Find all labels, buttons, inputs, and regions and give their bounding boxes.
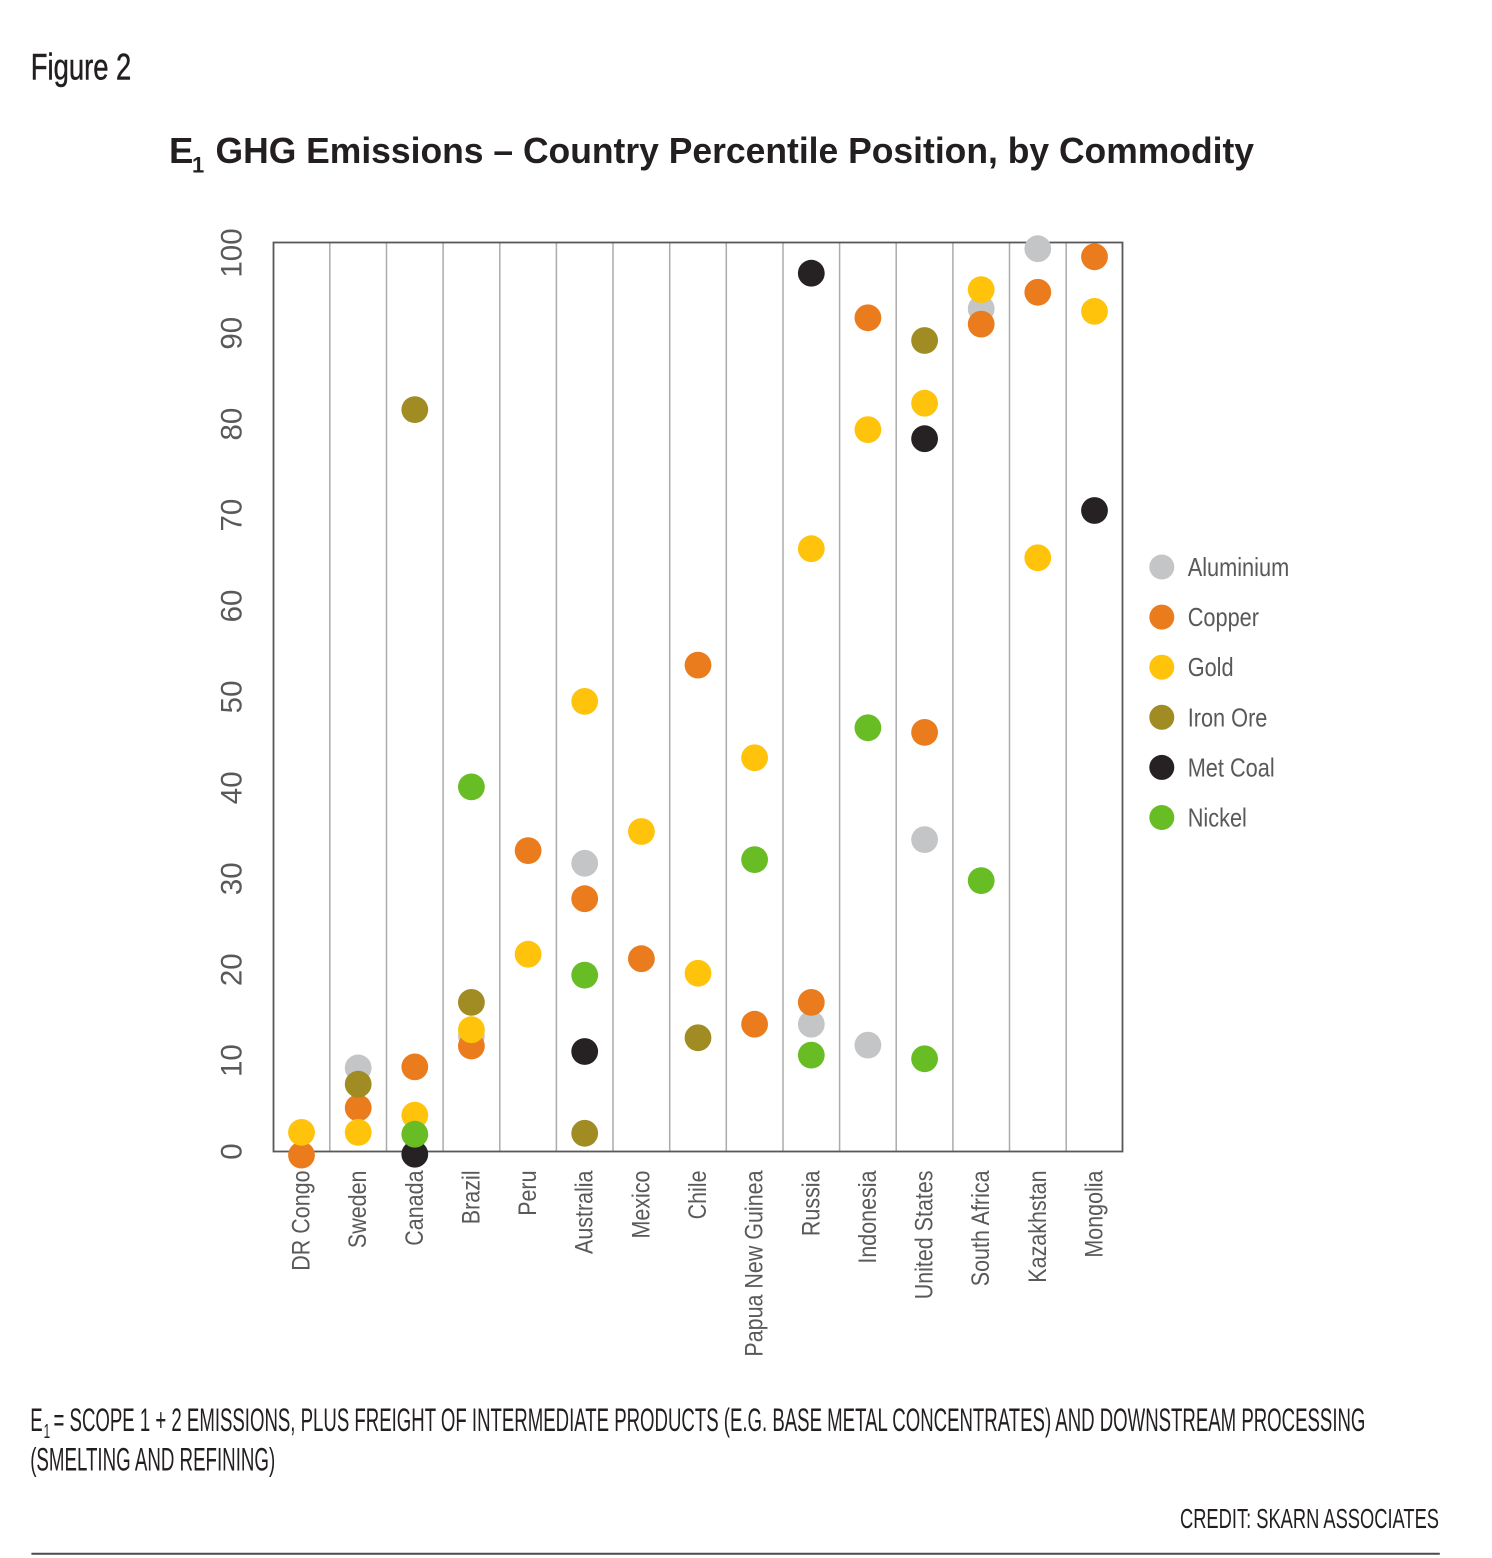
svg-text:Russia: Russia (797, 1170, 825, 1236)
svg-text:Chile: Chile (684, 1171, 712, 1220)
svg-text:Mongolia: Mongolia (1081, 1170, 1109, 1258)
svg-text:Peru: Peru (514, 1171, 542, 1216)
svg-text:10: 10 (216, 1044, 249, 1077)
svg-text:30: 30 (216, 862, 249, 895)
svg-text:(SMELTING AND REFINING): (SMELTING AND REFINING) (30, 1442, 275, 1478)
svg-text:Figure 2: Figure 2 (31, 46, 132, 87)
svg-text:Brazil: Brazil (457, 1171, 485, 1225)
svg-text:40: 40 (216, 771, 249, 804)
svg-text:1: 1 (44, 1421, 51, 1443)
svg-text:Canada: Canada (401, 1170, 429, 1246)
svg-text:60: 60 (216, 590, 249, 623)
svg-text:E: E (169, 130, 193, 171)
svg-text:Australia: Australia (571, 1170, 599, 1254)
svg-text:Iron Ore: Iron Ore (1188, 702, 1268, 732)
svg-text:DR Congo: DR Congo (288, 1171, 316, 1271)
svg-text:E: E (30, 1402, 42, 1438)
svg-text:United States: United States (911, 1171, 939, 1300)
svg-text:20: 20 (216, 953, 249, 986)
svg-text:80: 80 (216, 408, 249, 441)
svg-text:Gold: Gold (1188, 652, 1234, 682)
svg-text:= SCOPE 1 + 2 EMISSIONS, PLUS: = SCOPE 1 + 2 EMISSIONS, PLUS FREIGHT OF… (54, 1402, 1366, 1438)
svg-text:CREDIT: SKARN ASSOCIATES: CREDIT: SKARN ASSOCIATES (1180, 1503, 1439, 1534)
svg-text:South Africa: South Africa (967, 1170, 995, 1286)
svg-text:Sweden: Sweden (344, 1171, 372, 1249)
svg-text:Papua New Guinea: Papua New Guinea (741, 1170, 769, 1357)
svg-text:70: 70 (216, 499, 249, 532)
svg-text:100: 100 (216, 228, 249, 277)
svg-text:1: 1 (192, 153, 204, 178)
svg-text:90: 90 (216, 317, 249, 350)
svg-text:Nickel: Nickel (1188, 803, 1247, 833)
svg-text:50: 50 (216, 680, 249, 713)
svg-text:0: 0 (216, 1143, 249, 1159)
svg-text:GHG Emissions – Country Percen: GHG Emissions – Country Percentile Posit… (216, 130, 1255, 171)
svg-text:Indonesia: Indonesia (854, 1170, 882, 1264)
svg-text:Met Coal: Met Coal (1188, 752, 1275, 782)
svg-text:Mexico: Mexico (627, 1171, 655, 1239)
svg-text:Kazakhstan: Kazakhstan (1024, 1171, 1052, 1283)
svg-text:Copper: Copper (1188, 602, 1260, 632)
svg-text:Aluminium: Aluminium (1188, 552, 1290, 582)
